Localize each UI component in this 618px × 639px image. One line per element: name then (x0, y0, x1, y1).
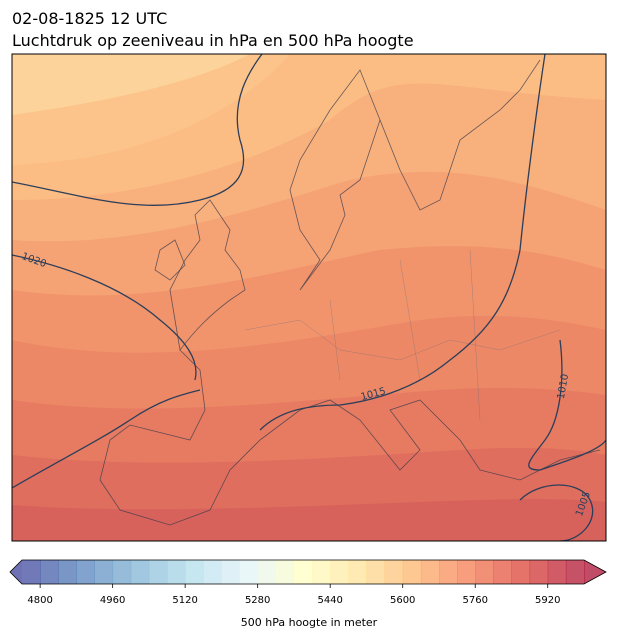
coastline (289, 69, 381, 291)
colorbar: 4800 4960 5120 5280 5440 5600 5760 5920 (9, 559, 607, 606)
coastline (169, 199, 246, 351)
colorbar-band (185, 560, 204, 584)
colorbar-band (293, 560, 313, 584)
colorbar-band (330, 560, 349, 584)
colorbar-tick-label: 5600 (390, 595, 415, 606)
colorbar-band (457, 560, 476, 584)
colorbar-tick-label: 5120 (172, 595, 197, 606)
colorbar-band (493, 560, 512, 584)
colorbar-band (40, 560, 59, 584)
isobar (12, 254, 197, 381)
map: 1020 1015 1010 1005 (12, 54, 606, 541)
colorbar-band (511, 560, 531, 584)
colorbar-band (130, 560, 150, 584)
colorbar-band (112, 560, 132, 584)
title-line: Luchtdruk op zeeniveau in hPa en 500 hPa… (12, 31, 414, 50)
isobar (12, 54, 546, 489)
colorbar-band (257, 560, 277, 584)
contour-label: 1010 (556, 373, 571, 400)
isobar (519, 484, 594, 541)
colorbar-band (547, 560, 567, 584)
height-band (12, 499, 606, 541)
colorbar-band (366, 560, 386, 584)
colorbar-tick-label: 5760 (462, 595, 487, 606)
colorbar-band (221, 560, 241, 584)
coastline (154, 239, 186, 281)
isobar (528, 339, 606, 471)
colorbar-band (348, 560, 367, 584)
colorbar-band (275, 560, 295, 584)
colorbar-band (94, 560, 114, 584)
colorbar-band (565, 560, 585, 584)
colorbar-tick-label: 4960 (100, 595, 125, 606)
colorbar-band (22, 560, 41, 584)
colorbar-band (203, 560, 222, 584)
colorbar-band (420, 560, 440, 584)
isobar (12, 54, 263, 206)
coastline (99, 349, 261, 526)
colorbar-tick-label: 4800 (27, 595, 52, 606)
colorbar-extend (10, 560, 22, 584)
colorbar-tick-label: 5280 (245, 595, 270, 606)
colorbar-band (76, 560, 96, 584)
colorbar-band (167, 560, 186, 584)
colorbar-band (529, 560, 549, 584)
colorbar-band (239, 560, 259, 584)
colorbar-tick-label: 5920 (535, 595, 560, 606)
colorbar-extend (584, 560, 606, 584)
colorbar-band (384, 560, 404, 584)
colorbar-band (148, 560, 168, 584)
colorbar-tick-label: 5440 (317, 595, 342, 606)
colorbar-outline (9, 559, 607, 585)
title-line: 02-08-1825 12 UTC (12, 9, 167, 28)
colorbar-band (438, 560, 458, 584)
colorbar-band (475, 560, 494, 584)
coastline (259, 399, 601, 481)
colorbar-band (58, 560, 77, 584)
colorbar-band (312, 560, 331, 584)
coastline (379, 59, 541, 211)
map-frame (11, 53, 607, 542)
colorbar-label: 500 hPa hoogte in meter (241, 616, 378, 629)
colorbar-band (402, 560, 422, 584)
border (244, 249, 561, 421)
